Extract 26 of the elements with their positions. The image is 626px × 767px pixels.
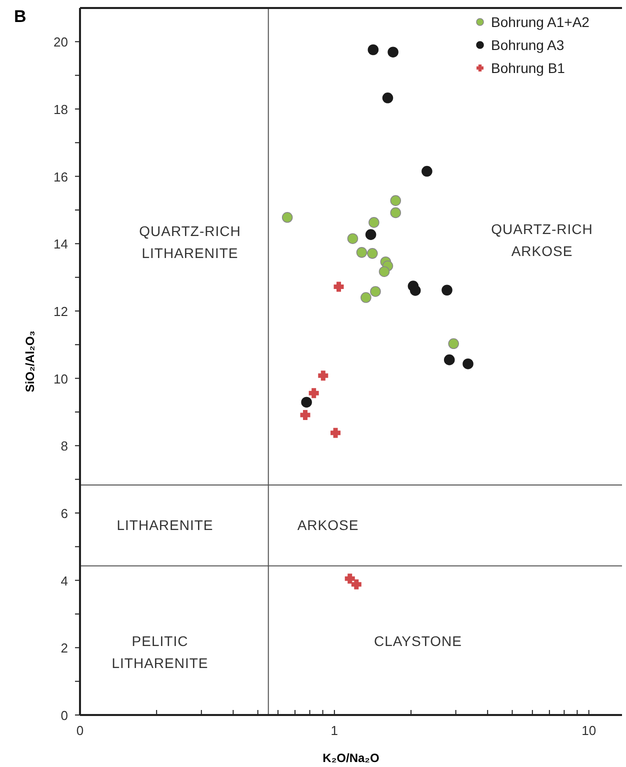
y-tick-label: 10: [54, 371, 68, 386]
y-tick-label: 18: [54, 102, 68, 117]
y-tick-label: 6: [60, 506, 68, 521]
y-tick-label: 12: [54, 304, 68, 319]
x-axis-title: K₂O/Na₂O: [322, 751, 380, 765]
y-tick-label: 16: [54, 169, 68, 184]
y-tick-label: 0: [60, 708, 68, 723]
y-tick-label: 14: [54, 236, 68, 252]
x-tick-label: 0: [76, 723, 84, 738]
annotation: PELITIC LITHARENITE: [112, 633, 208, 671]
chart-title: B: [14, 7, 26, 26]
legend-label: Bohrung A1+A2: [491, 14, 590, 30]
annotation: QUARTZ-RICH ARKOSE: [491, 221, 593, 259]
legend-label: Bohrung B1: [491, 60, 566, 76]
annotation: CLAYSTONE: [374, 633, 462, 649]
y-tick-label: 2: [60, 640, 68, 656]
annotation: ARKOSE: [297, 517, 359, 533]
legend-label: Bohrung A3: [491, 37, 564, 53]
annotation: QUARTZ-RICH LITHARENITE: [139, 223, 241, 261]
x-tick-label: 10: [582, 723, 596, 738]
y-tick-label: 20: [54, 34, 68, 50]
y-tick-label: 8: [60, 438, 68, 454]
x-tick-label: 1: [330, 723, 338, 738]
y-axis-title: SiO₂/Al₂O₃: [23, 330, 37, 392]
y-tick-label: 4: [60, 573, 68, 588]
annotation: LITHARENITE: [116, 517, 214, 533]
